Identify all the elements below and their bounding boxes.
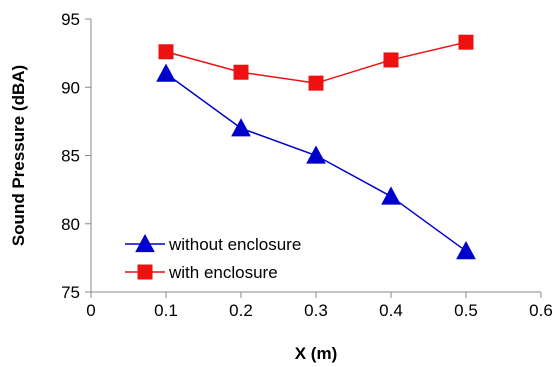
y-tick-label: 80 [61, 215, 80, 234]
x-tick-label: 0.2 [229, 301, 253, 320]
plot-area [156, 34, 476, 260]
axes [85, 18, 542, 298]
y-tick-label: 90 [61, 78, 80, 97]
data-point [233, 64, 249, 80]
legend-label: without enclosure [168, 235, 301, 254]
data-point [156, 63, 176, 82]
data-point [306, 145, 326, 164]
data-point [458, 34, 474, 50]
legend: without enclosure with enclosure [125, 233, 301, 282]
x-tick-label: 0.6 [529, 301, 553, 320]
series-with-enclosure [158, 34, 474, 91]
data-point [308, 75, 324, 91]
legend-marker [135, 233, 155, 253]
y-tick-label: 75 [61, 283, 80, 302]
tick-labels: 75 80 85 90 95 0 0.1 0.2 0.3 0.4 0.5 0.6 [61, 10, 553, 320]
data-point [383, 52, 399, 68]
legend-marker [137, 264, 153, 280]
x-tick-label: 0 [86, 301, 95, 320]
data-point [381, 186, 401, 205]
data-point [456, 240, 476, 260]
x-tick-label: 0.1 [154, 301, 178, 320]
y-axis-title: Sound Pressure (dBA) [9, 65, 28, 246]
series-without-enclosure [156, 63, 476, 260]
x-tick-label: 0.4 [379, 301, 403, 320]
x-axis-title: X (m) [295, 344, 338, 363]
x-tick-label: 0.5 [454, 301, 478, 320]
y-tick-label: 95 [61, 10, 80, 29]
legend-label: with enclosure [168, 263, 278, 282]
data-point [158, 44, 174, 60]
x-tick-label: 0.3 [304, 301, 328, 320]
y-tick-label: 85 [61, 147, 80, 166]
data-point [231, 118, 251, 137]
